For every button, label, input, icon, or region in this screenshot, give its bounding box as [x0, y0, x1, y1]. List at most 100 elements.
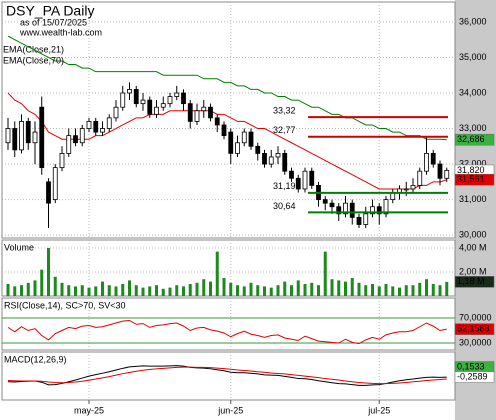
- candle-body: [100, 128, 105, 133]
- volume-bar: [384, 284, 388, 296]
- y-tick-label: 34,000: [459, 87, 487, 97]
- panel-title: Volume: [4, 242, 34, 252]
- y-tick-label: 32,000: [459, 158, 487, 168]
- candle-body: [383, 199, 389, 215]
- candle-body: [214, 117, 220, 126]
- volume-bar: [182, 286, 185, 296]
- value-marker: [454, 173, 495, 186]
- volume-bar: [364, 285, 368, 296]
- volume-bar: [60, 282, 64, 296]
- value-marker-label: -0,2589: [457, 371, 488, 381]
- volume-bar: [114, 286, 118, 296]
- candle-body: [376, 206, 382, 215]
- volume-bar: [344, 281, 347, 296]
- candle-body: [66, 135, 72, 154]
- volume-bar: [47, 248, 50, 296]
- candle-body: [52, 167, 58, 201]
- candle-body: [12, 128, 18, 151]
- volume-bar: [6, 284, 10, 296]
- x-tick-label: jul-25: [367, 405, 390, 415]
- volume-bar: [371, 284, 374, 296]
- subtitle: as of 15/07/2025: [20, 17, 87, 27]
- candle-body: [194, 110, 200, 122]
- volume-bar: [296, 280, 300, 296]
- volume-bar: [310, 282, 314, 296]
- volume-bar: [323, 251, 327, 296]
- y-tick-label: 4,00 M: [459, 242, 487, 252]
- candle-body: [309, 170, 315, 186]
- volume-bar: [80, 285, 84, 296]
- volume-bar: [411, 285, 415, 296]
- volume-bar: [303, 284, 307, 296]
- candle-body: [322, 199, 328, 204]
- value-marker: [454, 133, 495, 146]
- candle-body: [86, 121, 92, 129]
- volume-bar: [222, 278, 226, 296]
- candle-body: [187, 103, 193, 122]
- candle-body: [349, 202, 355, 218]
- volume-bar: [438, 285, 442, 296]
- volume-bar: [94, 286, 98, 296]
- volume-bar: [53, 276, 57, 296]
- volume-bar: [67, 285, 71, 296]
- candle-body: [248, 131, 254, 147]
- candle-body: [363, 213, 369, 225]
- volume-bar: [283, 281, 287, 296]
- volume-bar: [155, 285, 158, 296]
- volume-bar: [175, 285, 179, 296]
- volume-bar: [87, 287, 91, 296]
- value-marker: [454, 323, 495, 335]
- candle-body: [262, 153, 267, 165]
- x-tick-label: jun-25: [217, 405, 243, 415]
- volume-bar: [317, 285, 320, 296]
- panel-frame: [1, 1, 456, 239]
- panel-frame: [1, 239, 456, 297]
- value-marker-label: 31,820: [457, 165, 485, 175]
- candle-body: [147, 99, 153, 115]
- candle-body: [255, 145, 261, 154]
- value-marker-label: 1,18 M: [457, 276, 485, 286]
- volume-bar: [276, 285, 280, 296]
- y-tick-label: 36,000: [459, 16, 487, 26]
- candle-body: [32, 131, 38, 144]
- volume-bar: [242, 286, 246, 296]
- volume-bar: [391, 286, 395, 296]
- candle-body: [302, 170, 308, 190]
- volume-bar: [26, 282, 30, 296]
- candle-body: [444, 170, 450, 179]
- volume-bar: [188, 284, 192, 296]
- candle-body: [46, 181, 51, 204]
- value-marker-label: 31,561: [457, 174, 485, 184]
- candle-body: [39, 106, 45, 169]
- y-tick-label: 31,000: [459, 194, 487, 204]
- candle-body: [437, 163, 443, 179]
- candle-body: [208, 106, 213, 119]
- candle-body: [235, 142, 240, 154]
- volume-bar: [209, 281, 212, 296]
- y-tick-label: 35,000: [459, 52, 487, 62]
- volume-bar: [350, 278, 354, 296]
- value-marker-label: 32,686: [457, 134, 485, 144]
- candle-body: [73, 135, 78, 144]
- volume-bar: [249, 282, 253, 296]
- volume-bar: [148, 286, 152, 296]
- volume-bar: [425, 279, 428, 296]
- volume-bar: [330, 279, 334, 296]
- volume-bar: [101, 281, 104, 296]
- value-marker-label: 0,1533: [457, 361, 485, 371]
- volume-bar: [337, 280, 341, 296]
- candle-body: [19, 121, 24, 151]
- volume-bar: [134, 285, 138, 296]
- indicator-line: [7, 365, 447, 386]
- axis-band: [455, 0, 496, 420]
- volume-bar: [418, 282, 422, 296]
- candle-body: [201, 106, 207, 112]
- candle-body: [275, 153, 281, 158]
- y-tick-label: 30,000: [459, 230, 487, 240]
- volume-bar: [40, 269, 44, 296]
- candle-body: [167, 96, 173, 105]
- volume-bar: [404, 285, 408, 296]
- ema-line: [7, 35, 447, 141]
